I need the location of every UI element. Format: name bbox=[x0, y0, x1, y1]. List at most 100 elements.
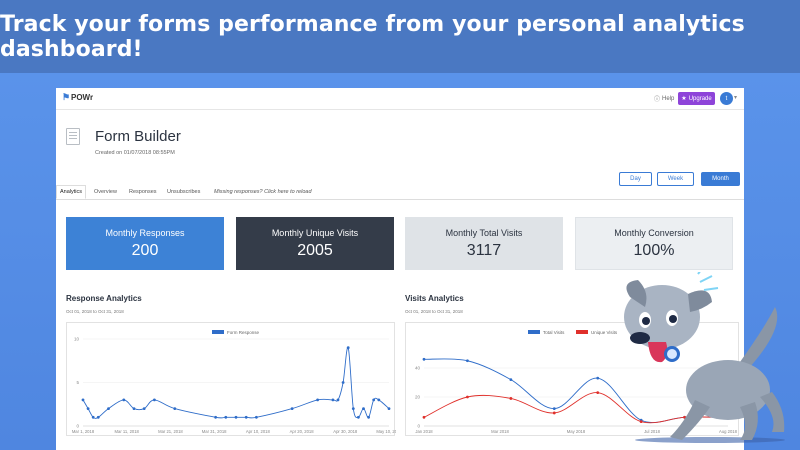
y-tick-label: 10 bbox=[74, 337, 80, 342]
x-tick-label: Jan 2018 bbox=[415, 429, 433, 434]
card-label: Monthly Total Visits bbox=[445, 227, 523, 238]
data-point bbox=[336, 398, 340, 402]
card-monthly-unique-visits: Monthly Unique Visits 2005 bbox=[236, 217, 394, 270]
data-point bbox=[122, 398, 126, 402]
tab-responses[interactable]: Responses bbox=[129, 189, 157, 195]
star-icon: ★ bbox=[681, 96, 687, 102]
x-tick-label: Apr 20, 2018 bbox=[290, 429, 315, 434]
powr-logo-icon: ⚑ bbox=[62, 92, 71, 102]
response-line-chart: 0 5 10 Mar 1, 2018 Mar 11, 2018 Mar 21, 2018 M… bbox=[72, 330, 403, 434]
series-line bbox=[423, 392, 729, 424]
x-tick-label: Mar 2018 bbox=[491, 429, 509, 434]
upgrade-label: Upgrade bbox=[688, 95, 712, 102]
data-point bbox=[255, 415, 258, 419]
powr-logo[interactable]: ⚑ POWr bbox=[62, 92, 93, 102]
card-label: Monthly Unique Visits bbox=[271, 227, 359, 238]
app-topbar: ⚑ POWr ⓘ Help ★ Upgrade t ▾ bbox=[56, 88, 744, 110]
data-point bbox=[224, 415, 228, 419]
period-week-button[interactable]: Week bbox=[657, 172, 694, 186]
data-point bbox=[362, 407, 365, 410]
data-point bbox=[91, 415, 95, 419]
promo-banner: Track your forms performance from your p… bbox=[0, 0, 800, 73]
data-point bbox=[351, 407, 355, 410]
data-point bbox=[387, 407, 391, 410]
y-tick-label: 0 bbox=[76, 424, 79, 429]
data-point bbox=[377, 398, 381, 402]
y-tick-label: 5 bbox=[76, 380, 79, 385]
legend-label: Unique Visits bbox=[591, 330, 618, 335]
legend-swatch bbox=[212, 330, 224, 334]
data-point bbox=[509, 378, 513, 381]
data-point bbox=[316, 398, 319, 402]
period-day-button[interactable]: Day bbox=[619, 172, 652, 186]
y-tick-label: 20 bbox=[415, 395, 421, 400]
card-monthly-conversion: Monthly Conversion 100% bbox=[575, 217, 733, 270]
page-title: Form Builder bbox=[95, 128, 181, 145]
chevron-down-icon[interactable]: ▾ bbox=[734, 95, 738, 101]
card-monthly-total-visits: Monthly Total Visits 3117 bbox=[405, 217, 563, 270]
data-point bbox=[153, 398, 156, 402]
card-value: 100% bbox=[633, 241, 675, 259]
x-tick-label: Mar 31, 2018 bbox=[202, 429, 227, 434]
data-point bbox=[341, 381, 345, 384]
legend-label: Form Response bbox=[227, 330, 260, 335]
data-point bbox=[86, 407, 90, 410]
data-point bbox=[346, 346, 350, 350]
legend-label: Total Visits bbox=[543, 330, 565, 335]
x-tick-label: Mar 1, 2018 bbox=[72, 429, 95, 434]
card-value: 2005 bbox=[297, 241, 333, 259]
y-tick-label: 40 bbox=[415, 366, 421, 371]
visits-analytics-title: Visits Analytics bbox=[405, 294, 464, 303]
data-point bbox=[372, 398, 376, 402]
x-tick-label: Aug 2018 bbox=[719, 429, 738, 434]
tab-unsubscribes[interactable]: Unsubscribes bbox=[167, 189, 201, 195]
response-analytics-title: Response Analytics bbox=[66, 294, 142, 303]
data-point bbox=[96, 415, 100, 419]
period-month-button[interactable]: Month bbox=[701, 172, 740, 186]
data-point bbox=[142, 407, 146, 410]
tab-bar: Analytics Overview Responses Unsubscribe… bbox=[56, 185, 744, 200]
data-point bbox=[422, 357, 426, 361]
data-point bbox=[107, 407, 110, 410]
card-label: Monthly Responses bbox=[105, 227, 185, 238]
avatar-initial: t bbox=[725, 95, 728, 102]
data-point bbox=[466, 359, 469, 363]
card-value: 200 bbox=[131, 241, 159, 259]
data-point bbox=[552, 407, 556, 410]
created-date: Created on 01/07/2018 08:55PM bbox=[95, 150, 175, 156]
data-point bbox=[509, 397, 513, 400]
x-tick-label: Mar 21, 2018 bbox=[158, 429, 183, 434]
x-tick-label: Mar 11, 2018 bbox=[115, 429, 140, 434]
legend-swatch bbox=[576, 330, 588, 334]
data-point bbox=[422, 415, 426, 419]
reload-responses-link[interactable]: Missing responses? Click here to reload bbox=[214, 189, 312, 195]
help-link[interactable]: ⓘ Help bbox=[654, 94, 674, 104]
x-tick-label: May 10, 2018 bbox=[376, 429, 396, 434]
tab-overview[interactable]: Overview bbox=[94, 189, 117, 195]
data-point bbox=[331, 398, 335, 402]
data-point bbox=[367, 415, 370, 419]
response-analytics-range: Oct 01, 2018 to Oct 31, 2018 bbox=[66, 309, 124, 314]
data-point bbox=[466, 395, 469, 399]
data-point bbox=[244, 415, 248, 419]
data-point bbox=[596, 391, 600, 395]
data-point bbox=[357, 415, 360, 419]
form-document-icon bbox=[66, 128, 80, 145]
tab-analytics[interactable]: Analytics bbox=[56, 185, 87, 199]
data-point bbox=[81, 398, 85, 402]
y-tick-label: 0 bbox=[417, 424, 420, 429]
banner-text: Track your forms performance from your p… bbox=[0, 11, 745, 62]
data-point bbox=[173, 407, 177, 410]
logo-text: POWr bbox=[71, 92, 94, 102]
card-label: Monthly Conversion bbox=[614, 227, 694, 238]
card-value: 3117 bbox=[466, 241, 502, 259]
card-monthly-responses: Monthly Responses 200 bbox=[66, 217, 224, 270]
upgrade-button[interactable]: ★ Upgrade bbox=[678, 92, 715, 105]
x-tick-label: May 2018 bbox=[567, 429, 586, 434]
data-point bbox=[132, 407, 136, 410]
data-point bbox=[290, 407, 294, 410]
data-point bbox=[552, 411, 556, 415]
x-tick-label: Apr 10, 2018 bbox=[246, 429, 271, 434]
avatar[interactable]: t bbox=[720, 92, 733, 105]
legend-swatch bbox=[528, 330, 540, 334]
